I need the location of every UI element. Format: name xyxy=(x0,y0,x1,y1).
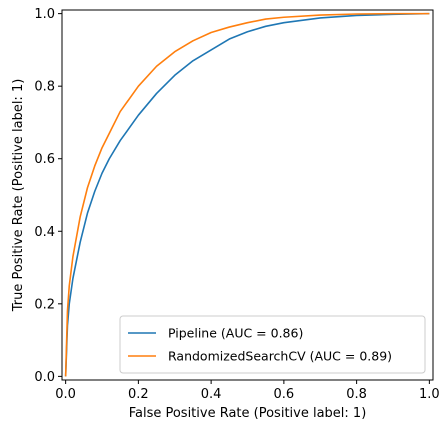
x-tick-label: 1.0 xyxy=(419,387,440,402)
x-tick-label: 0.2 xyxy=(128,387,149,402)
y-tick-label: 0.0 xyxy=(34,370,55,385)
x-tick-label: 0.0 xyxy=(55,387,76,402)
x-axis: 0.0 0.2 0.4 0.6 0.8 1.0 xyxy=(55,380,440,402)
y-tick-label: 0.8 xyxy=(34,80,55,95)
y-axis: 0.0 0.2 0.4 0.6 0.8 1.0 xyxy=(34,7,62,385)
legend: Pipeline (AUC = 0.86) RandomizedSearchCV… xyxy=(119,315,426,374)
series-line-pipeline xyxy=(64,12,430,377)
y-tick-label: 0.2 xyxy=(34,297,55,312)
y-tick-label: 0.4 xyxy=(34,225,55,240)
x-tick-label: 0.4 xyxy=(201,387,222,402)
x-axis-label: False Positive Rate (Positive label: 1) xyxy=(129,406,367,421)
y-tick-label: 0.6 xyxy=(34,152,55,167)
plot-frame xyxy=(61,9,434,381)
legend-box xyxy=(119,315,426,374)
y-tick-label: 1.0 xyxy=(34,7,55,22)
y-axis-label: True Positive Rate (Positive label: 1) xyxy=(11,79,26,313)
curves-layer xyxy=(64,12,430,377)
x-tick-label: 0.6 xyxy=(274,387,295,402)
legend-label-pipeline: Pipeline (AUC = 0.86) xyxy=(168,326,303,341)
series-line-randomizedsearchcv xyxy=(64,12,430,377)
legend-label-randomizedsearchcv: RandomizedSearchCV (AUC = 0.89) xyxy=(168,349,392,364)
x-tick-label: 0.8 xyxy=(346,387,367,402)
